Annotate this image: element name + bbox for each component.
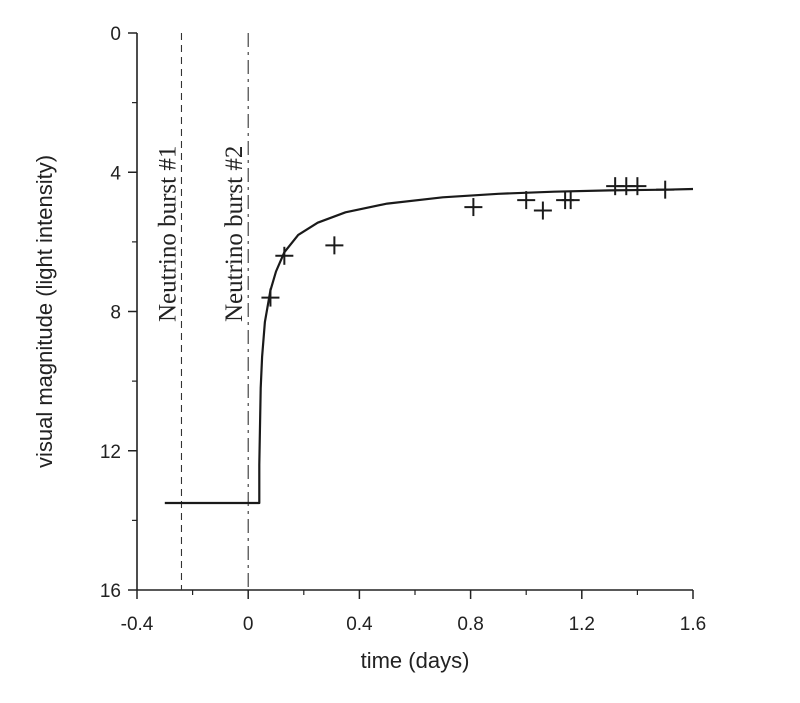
series-line [164,187,694,505]
data-point [628,177,647,196]
data-point [275,246,294,265]
data-point [325,236,344,255]
x-tick-label: 1.6 [680,614,706,635]
data-point [464,198,483,217]
axes: -0.4 0 0.4 0.8 1.2 1.6 0 4 8 12 16 [100,24,706,635]
x-tick-label: 1.2 [569,614,595,635]
y-tick-label: 4 [110,163,121,184]
annotations: Neutrino burst #1 Neutrino burst #2 [154,33,249,590]
x-tick-label: 0 [243,614,254,635]
data-point [561,191,580,210]
y-tick-label: 0 [110,24,121,45]
x-tick-label: 0.4 [346,614,373,635]
y-axis-label: visual magnitude (light intensity) [32,155,57,468]
data-point [656,180,675,199]
data-point [533,201,552,220]
annotation-label: Neutrino burst #1 [154,146,181,322]
x-axis-label: time (days) [361,648,470,673]
y-tick-label: 8 [110,303,121,324]
fit-curve [164,187,694,505]
data-point [261,288,280,307]
x-tick-label: -0.4 [121,614,154,635]
annotation-label: Neutrino burst #2 [221,146,248,322]
x-tick-label: 0.8 [457,614,483,635]
y-tick-label: 12 [100,442,121,463]
y-tick-label: 16 [100,581,121,602]
series-points [261,177,675,307]
data-point [517,191,536,210]
